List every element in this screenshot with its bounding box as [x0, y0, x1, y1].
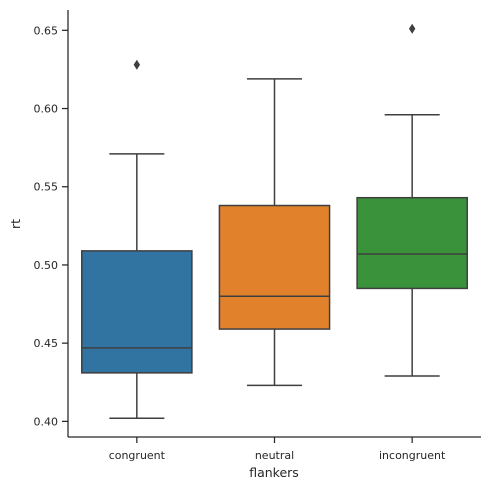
y-tick-label: 0.40: [34, 415, 59, 428]
x-tick-label: neutral: [255, 449, 294, 462]
boxes-layer: [81, 23, 468, 419]
box-incongruent: [356, 196, 468, 290]
outlier-point: [408, 23, 416, 34]
box-neutral: [218, 204, 331, 330]
x-tick-label: incongruent: [379, 449, 446, 462]
y-tick-label: 0.45: [34, 337, 59, 350]
axes-layer: 0.40 0.45 0.50 0.55 0.60 0.65 congruent neutral…: [34, 10, 481, 462]
y-axis-label: rt: [8, 219, 23, 229]
outlier-point: [133, 59, 141, 70]
x-axis-label: flankers: [249, 465, 299, 480]
y-tick-label: 0.50: [34, 259, 59, 272]
x-tick-label: congruent: [109, 449, 166, 462]
y-tick-label: 0.55: [34, 181, 59, 194]
box-group-congruent: [81, 59, 193, 419]
box-group-incongruent: [356, 23, 468, 377]
box-group-neutral: [218, 78, 331, 387]
y-tick-label: 0.60: [34, 103, 59, 116]
box-congruent: [81, 250, 193, 374]
y-tick-label: 0.65: [34, 24, 59, 37]
